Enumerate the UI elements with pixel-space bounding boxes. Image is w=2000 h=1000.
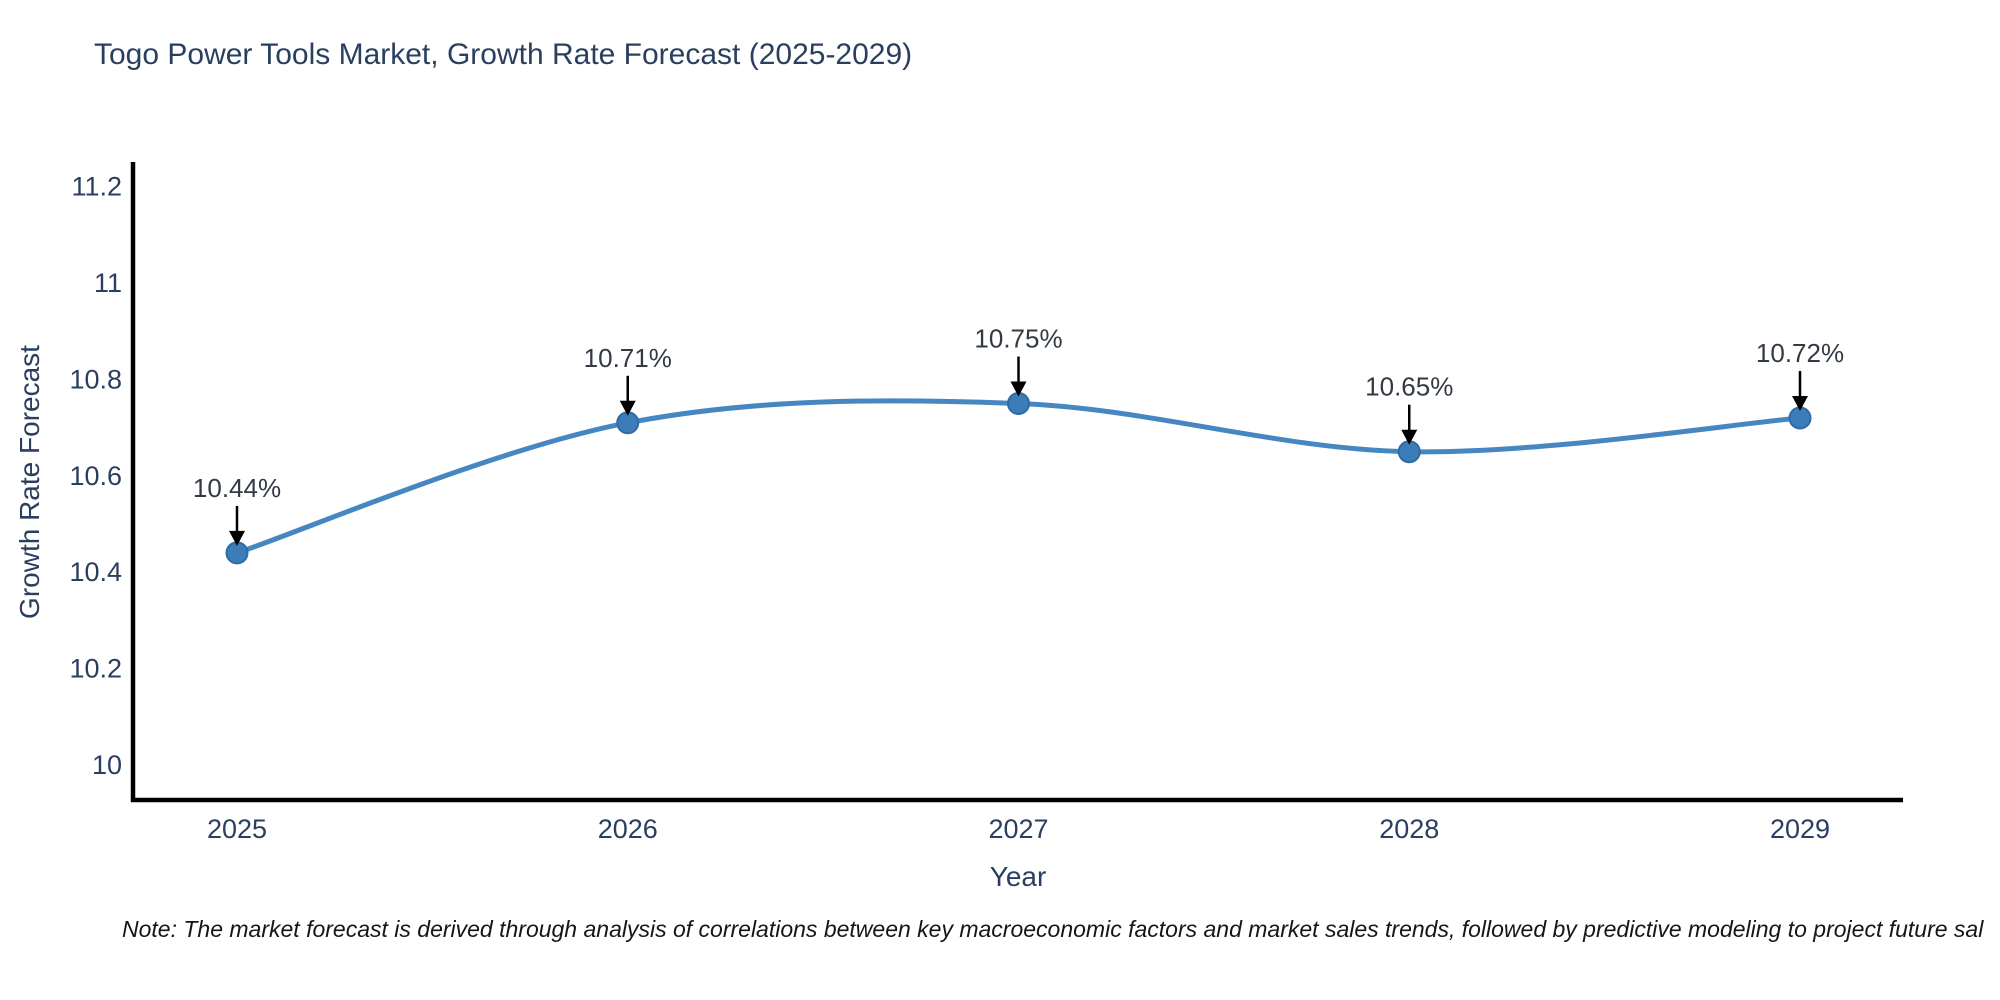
- x-tick-label: 2029: [1770, 814, 1830, 844]
- data-point-label: 10.65%: [1365, 372, 1453, 402]
- annotation-arrow-head: [1792, 395, 1808, 411]
- x-axis-title: Year: [989, 861, 1047, 892]
- annotation-arrow-head: [229, 530, 245, 546]
- x-tick-label: 2028: [1379, 814, 1439, 844]
- x-tick-label: 2027: [988, 814, 1048, 844]
- x-tick-label: 2025: [207, 814, 267, 844]
- annotation-arrow-head: [1010, 381, 1027, 397]
- data-point-label: 10.44%: [193, 473, 281, 503]
- x-tick-label: 2026: [598, 814, 658, 844]
- data-point-label: 10.71%: [584, 343, 672, 373]
- y-tick-label: 10.2: [69, 654, 122, 684]
- annotation-arrow-head: [619, 400, 636, 416]
- y-tick-label: 10: [92, 750, 122, 780]
- y-tick-label: 11.2: [71, 172, 122, 202]
- y-tick-label: 10.6: [69, 461, 122, 491]
- annotation-arrow-head: [1401, 429, 1418, 445]
- data-point-label: 10.75%: [974, 324, 1062, 354]
- chart-title: Togo Power Tools Market, Growth Rate For…: [94, 38, 913, 71]
- data-point-label: 10.72%: [1756, 338, 1844, 368]
- y-tick-label: 10.4: [69, 557, 122, 587]
- y-tick-label: 11: [94, 268, 122, 298]
- forecast-line: [234, 398, 1803, 556]
- footnote: Note: The market forecast is derived thr…: [122, 916, 1984, 942]
- y-tick-label: 10.8: [69, 364, 122, 394]
